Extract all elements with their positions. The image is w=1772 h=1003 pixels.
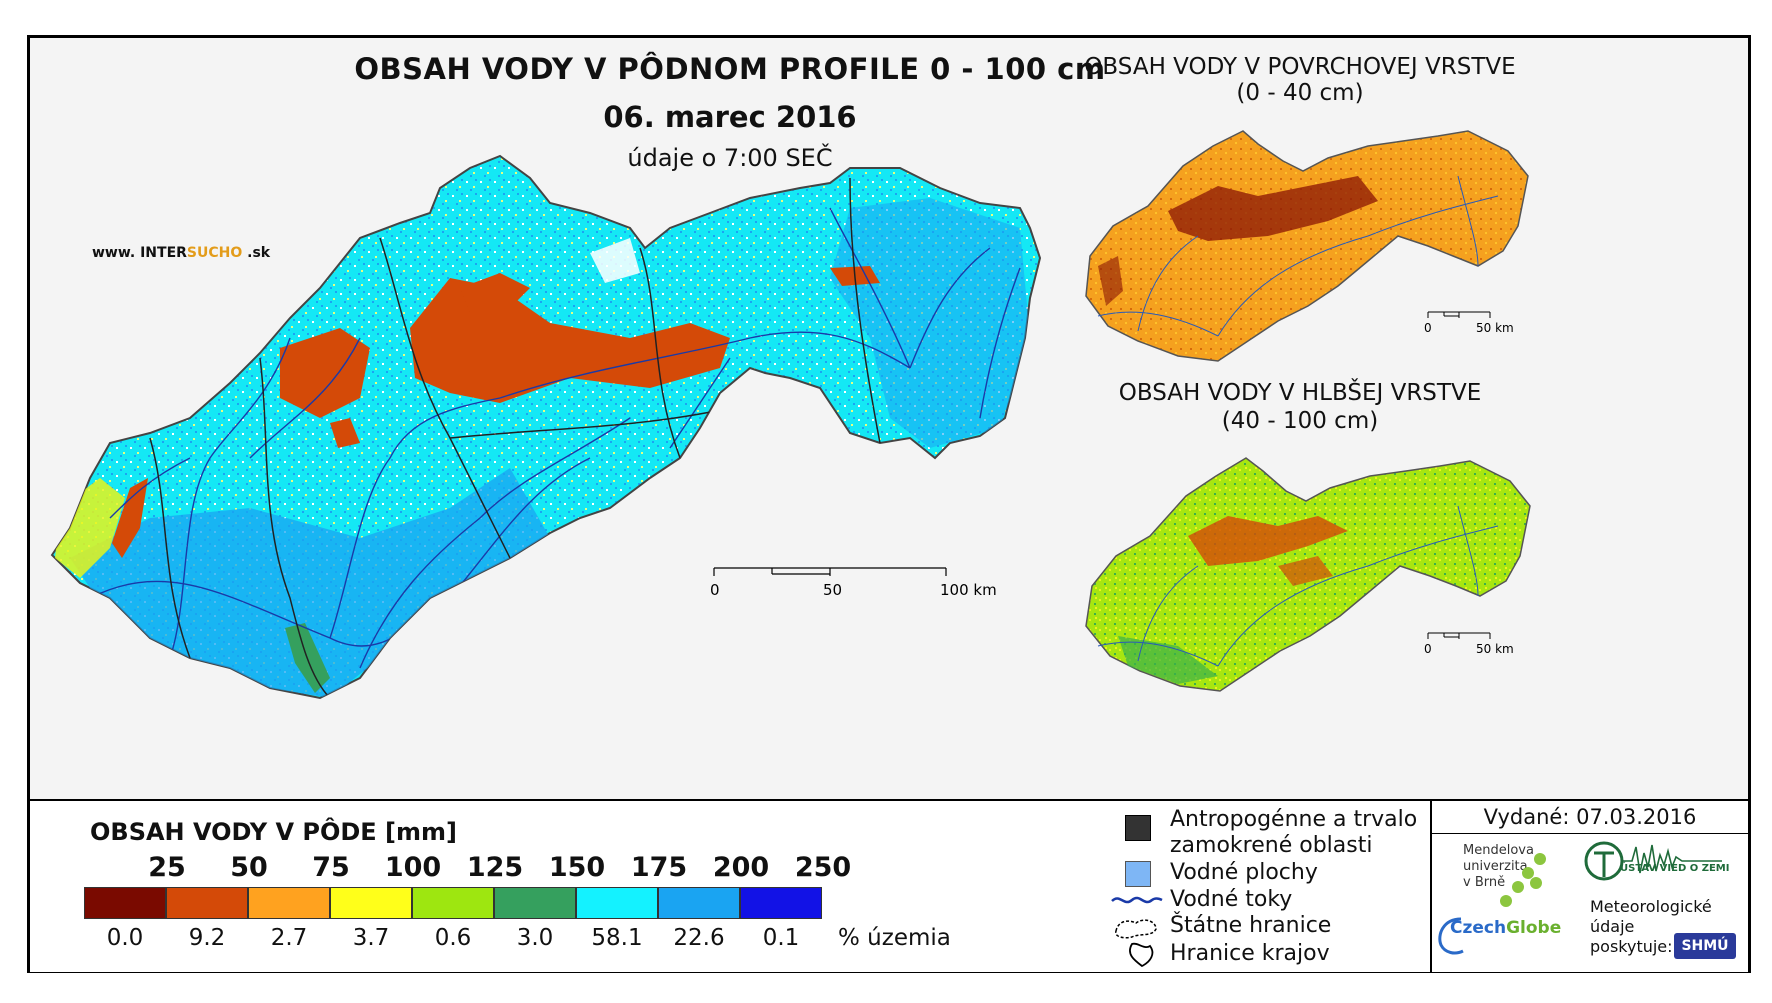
uvoz-logo-icon bbox=[1584, 841, 1722, 881]
legend-percent-value: 3.7 bbox=[352, 925, 390, 951]
legend-class-break: 100 bbox=[384, 852, 442, 883]
legend-region-border-label: Hranice krajov bbox=[1170, 941, 1330, 966]
uvoz-logo-text: ÚSTAV VIED O ZEMI bbox=[1620, 863, 1730, 874]
inset-top-outline bbox=[1085, 130, 1529, 362]
legend-class-break: 200 bbox=[712, 852, 770, 883]
czechglobe-logo-icon bbox=[1438, 917, 1464, 955]
legend-color-swatch bbox=[658, 887, 740, 919]
inset-top-scalebar bbox=[1427, 311, 1491, 318]
legend-percent-value: 58.1 bbox=[591, 925, 643, 951]
inset-top-scalebar-label-50: 50 km bbox=[1476, 321, 1514, 335]
inset-bottom-scalebar-label-0: 0 bbox=[1424, 642, 1432, 656]
meteo-provider-text-2: údaje bbox=[1590, 917, 1635, 936]
mendel-logo-text-3: v Brně bbox=[1463, 875, 1506, 890]
legend-class-break: 50 bbox=[230, 852, 268, 883]
dry-zone-west bbox=[280, 328, 370, 418]
main-scalebar-label-50: 50 bbox=[823, 581, 842, 599]
inset-bottom-map: 0 50 km bbox=[1085, 457, 1531, 692]
legend-color-swatch bbox=[740, 887, 822, 919]
legend-class-break: 125 bbox=[466, 852, 524, 883]
meteo-provider-text-3: poskytuje: bbox=[1590, 937, 1673, 956]
czechglobe-logo-text: CzechGlobe bbox=[1450, 918, 1562, 938]
inset-bottom-title: OBSAH VODY V HLBŠEJ VRSTVE bbox=[1118, 380, 1482, 406]
inset-top-scalebar-label-0: 0 bbox=[1424, 321, 1432, 335]
inset-bottom-scalebar-label-50: 50 km bbox=[1476, 642, 1514, 656]
main-map-time: údaje o 7:00 SEČ bbox=[627, 144, 833, 172]
inset-top-rivers bbox=[1097, 175, 1499, 337]
main-scalebar-label-0: 0 bbox=[710, 581, 720, 599]
legend-class-break: 75 bbox=[312, 852, 350, 883]
inset-top-title: OBSAH VODY V POVRCHOVEJ VRSTVE bbox=[1084, 54, 1516, 80]
legend-color-swatch bbox=[248, 887, 330, 919]
snow-zone bbox=[590, 238, 640, 283]
legend-percent-value: 0.1 bbox=[762, 925, 800, 951]
inset-top-dry-zone bbox=[1168, 176, 1378, 241]
legend-color-swatch bbox=[576, 887, 658, 919]
inset-bottom-green-zone bbox=[1118, 636, 1218, 684]
main-scalebar-label-100: 100 km bbox=[940, 581, 997, 599]
inset-top-dry-zone-2 bbox=[1098, 256, 1123, 306]
legend-class-break: 175 bbox=[630, 852, 688, 883]
mendel-logo-text-1: Mendelova bbox=[1463, 843, 1534, 858]
legend-state-border-icon bbox=[1115, 919, 1157, 939]
figure-frame: OBSAH VODY V PÔDNOM PROFILE 0 - 100 cm 0… bbox=[27, 35, 1751, 973]
inset-top-subtitle: (0 - 40 cm) bbox=[1236, 80, 1364, 106]
legend-class-break: 250 bbox=[794, 852, 852, 883]
map-area: OBSAH VODY V PÔDNOM PROFILE 0 - 100 cm 0… bbox=[30, 38, 1748, 798]
shmu-logo-text: SHMÚ bbox=[1681, 938, 1729, 954]
legend-class-break: 25 bbox=[148, 852, 186, 883]
legend-anthropogenic-label-1: Antropogénne a trvalo bbox=[1170, 807, 1418, 832]
main-map-title: OBSAH VODY V PÔDNOM PROFILE 0 - 100 cm bbox=[354, 52, 1106, 86]
meteo-provider-text-1: Meteorologické bbox=[1590, 897, 1712, 916]
legend-panel: OBSAH VODY V PÔDE [mm] 25 50 75 100 125 150 17… bbox=[30, 799, 1748, 972]
region-borders bbox=[149, 177, 881, 698]
legend-percent-value: 0.0 bbox=[106, 925, 144, 951]
legend-water-bodies-label: Vodné plochy bbox=[1170, 860, 1318, 885]
legend-percent-value: 22.6 bbox=[673, 925, 725, 951]
legend-state-border-label: Štátne hranice bbox=[1170, 913, 1332, 938]
legend-anthropogenic-swatch bbox=[1125, 815, 1151, 841]
legend-region-border-icon bbox=[1129, 942, 1154, 968]
river-network bbox=[89, 207, 1021, 669]
legend-percent-value: 2.7 bbox=[270, 925, 308, 951]
shmu-logo: SHMÚ bbox=[1674, 933, 1736, 959]
legend-percent-value: 3.0 bbox=[516, 925, 554, 951]
legend-rivers-label: Vodné toky bbox=[1170, 887, 1293, 912]
inset-bottom-scalebar bbox=[1427, 632, 1491, 639]
legend-rivers-icon bbox=[1111, 896, 1163, 904]
issued-date: Vydané: 07.03.2016 bbox=[1432, 801, 1748, 834]
mendel-logo-dots bbox=[1500, 853, 1546, 907]
dry-zone-small-1 bbox=[330, 418, 360, 448]
inset-bottom-subtitle: (40 - 100 cm) bbox=[1221, 408, 1379, 434]
main-scalebar bbox=[713, 567, 947, 576]
legend-title: OBSAH VODY V PÔDE [mm] bbox=[90, 818, 458, 846]
inset-bottom-rivers bbox=[1097, 505, 1499, 667]
legend-color-swatch bbox=[412, 887, 494, 919]
dry-zone-north bbox=[460, 273, 530, 313]
website-label: www. INTERSUCHO .sk bbox=[92, 245, 271, 261]
legend-divider bbox=[1430, 801, 1432, 972]
legend-water-bodies-swatch bbox=[1125, 861, 1151, 887]
dry-zone-small-3 bbox=[760, 383, 790, 408]
inset-top-map: 0 50 km bbox=[1085, 130, 1529, 362]
legend-color-swatch bbox=[166, 887, 248, 919]
legend-color-swatch bbox=[494, 887, 576, 919]
legend-color-swatch bbox=[330, 887, 412, 919]
legend-class-break: 150 bbox=[548, 852, 606, 883]
legend-percent-unit: % územia bbox=[838, 925, 951, 951]
main-map: 0 50 100 km bbox=[50, 154, 1042, 700]
mendel-logo-text-2: univerzita bbox=[1463, 859, 1528, 874]
legend-percent-value: 9.2 bbox=[188, 925, 226, 951]
legend-anthropogenic-label-2: zamokrené oblasti bbox=[1170, 833, 1373, 858]
inset-bottom-dry-zone-2 bbox=[1278, 556, 1333, 586]
legend-percent-value: 0.6 bbox=[434, 925, 472, 951]
inset-bottom-dry-zone bbox=[1188, 516, 1348, 566]
legend-color-swatch bbox=[84, 887, 166, 919]
dry-zone-small-4 bbox=[112, 478, 148, 558]
main-map-date: 06. marec 2016 bbox=[603, 100, 857, 134]
